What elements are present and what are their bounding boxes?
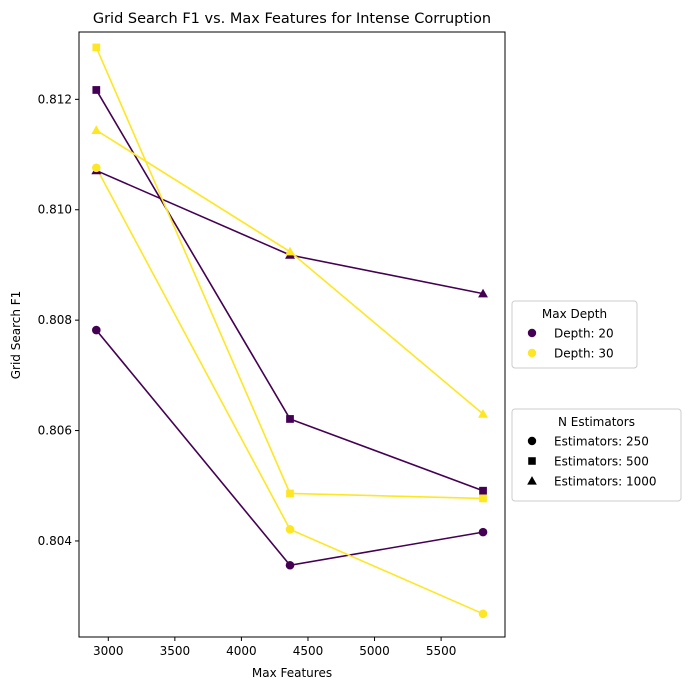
data-point-0-2 [478, 527, 488, 537]
y-axis-label: Grid Search F1 [9, 291, 23, 380]
series-line-1 [95, 89, 484, 492]
legend-label: Depth: 30 [554, 347, 614, 361]
x-tick-label: 5500 [426, 644, 457, 658]
legend-marker [527, 348, 537, 358]
data-point-5-1 [285, 246, 295, 256]
legends: Max Depth Depth: 20 Depth: 30 N Estimators E… [511, 300, 682, 502]
data-point-4-0 [92, 43, 101, 52]
legend-title: N Estimators [558, 415, 635, 429]
y-tick-label: 0.804 [38, 534, 72, 548]
y-tick-label: 0.808 [38, 313, 72, 327]
series-line-5 [95, 129, 484, 415]
data-point-0-0 [92, 325, 101, 335]
x-axis: 3000 3500 4000 4500 5000 5500 [93, 637, 456, 658]
plot-area [78, 31, 506, 638]
data-point-5-2 [478, 409, 488, 418]
legend-marker [527, 436, 537, 446]
data-point-0-1 [285, 560, 295, 570]
y-tick-label: 0.806 [38, 424, 72, 438]
x-tick-label: 3500 [160, 644, 191, 658]
legend-0: Max Depth Depth: 20 Depth: 30 [511, 300, 638, 369]
legend-marker [528, 457, 536, 465]
plot-frame [78, 31, 506, 638]
legend-box [511, 300, 638, 369]
data-point-4-1 [286, 489, 294, 498]
data-point-1-1 [286, 415, 294, 423]
legend-1: N Estimators Estimators: 250 Estimators: 5… [511, 408, 682, 502]
y-tick-label: 0.810 [38, 203, 72, 217]
legend-label: Estimators: 250 [554, 435, 649, 449]
x-axis-label: Max Features [252, 666, 332, 680]
chart-title: Grid Search F1 vs. Max Features for Inte… [93, 11, 491, 27]
legend-marker [527, 328, 537, 338]
legend-marker [527, 476, 537, 485]
series-line-4 [95, 47, 484, 500]
y-axis: 0.804 0.806 0.808 0.810 0.812 [38, 92, 79, 548]
data-point-4-2 [479, 494, 487, 503]
x-tick-label: 4000 [226, 644, 257, 658]
legend-box [511, 408, 682, 502]
x-tick-label: 3000 [93, 644, 124, 658]
data-point-2-2 [478, 288, 488, 298]
legend-title: Max Depth [542, 307, 607, 321]
legend-label: Estimators: 1000 [554, 475, 657, 489]
data-point-5-0 [91, 125, 102, 134]
data-point-1-2 [479, 486, 487, 495]
series-line-3 [95, 167, 484, 615]
x-tick-label: 5000 [359, 644, 390, 658]
data-point-3-0 [92, 163, 101, 173]
legend-label: Depth: 20 [554, 327, 614, 341]
data-point-3-2 [478, 609, 488, 619]
x-tick-label: 4500 [293, 644, 324, 658]
data-point-1-0 [92, 86, 101, 94]
y-tick-label: 0.812 [38, 92, 72, 106]
legend-label: Estimators: 500 [554, 455, 649, 469]
data-point-3-1 [285, 525, 295, 534]
